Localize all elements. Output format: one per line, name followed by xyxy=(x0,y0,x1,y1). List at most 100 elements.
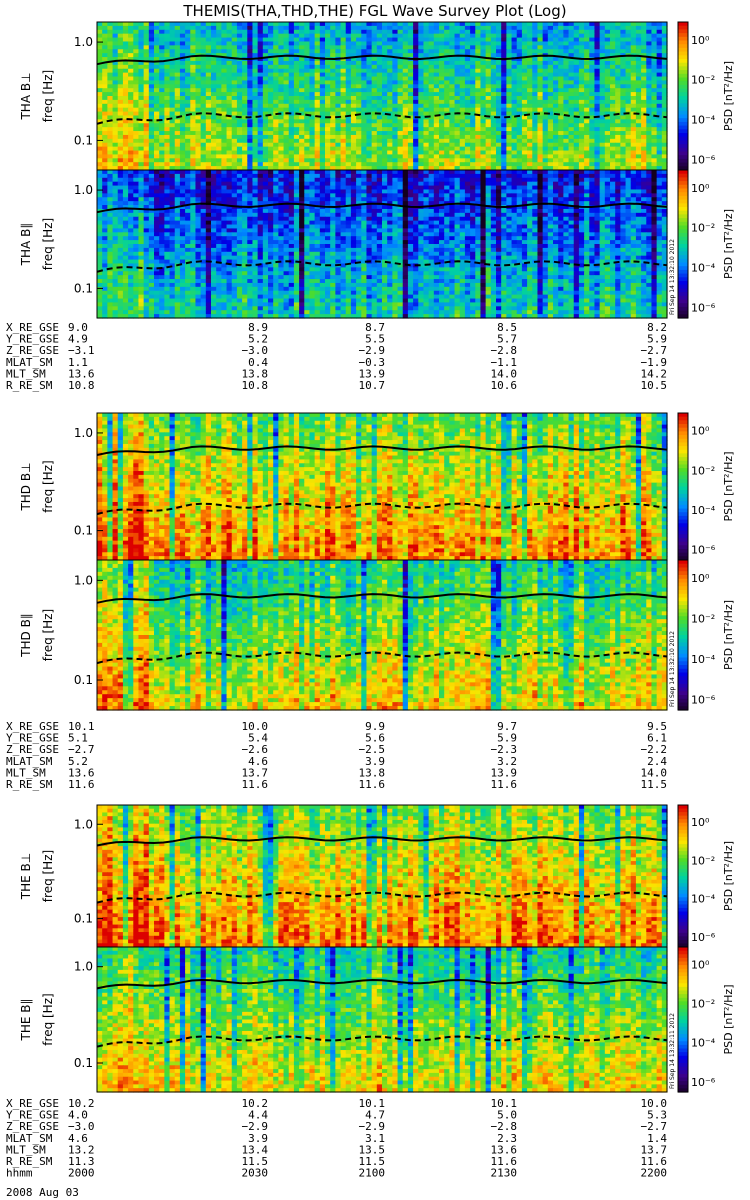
spectrogram-cell xyxy=(543,30,549,34)
spectrogram-cell xyxy=(413,178,419,182)
spectrogram-cell xyxy=(195,158,201,162)
spectrogram-cell xyxy=(195,182,201,186)
spectrogram-cell xyxy=(315,65,321,69)
spectrogram-cell xyxy=(423,22,429,26)
spectrogram-cell xyxy=(480,22,486,26)
spectrogram-cell xyxy=(620,88,626,92)
spectrogram-cell xyxy=(449,135,455,139)
spectrogram-cell xyxy=(138,112,144,116)
spectrogram-cell xyxy=(216,158,222,162)
spectrogram-cell xyxy=(398,80,404,84)
spectrogram-cell xyxy=(480,80,486,84)
spectrogram-cell xyxy=(304,182,310,186)
spectrogram-cell xyxy=(620,170,626,174)
spectrogram-cell xyxy=(626,88,632,92)
spectrogram-cell xyxy=(299,22,305,26)
spectrogram-cell xyxy=(387,193,393,197)
spectrogram-cell xyxy=(180,189,186,193)
spectrogram-cell xyxy=(294,189,300,193)
spectrogram-cell xyxy=(320,112,326,116)
spectrogram-cell xyxy=(144,100,150,104)
spectrogram-cell xyxy=(631,57,637,61)
spectrogram-cell xyxy=(548,154,554,158)
spectrogram-cell xyxy=(465,41,471,45)
spectrogram-cell xyxy=(144,104,150,108)
spectrogram-cell xyxy=(517,41,523,45)
spectrogram-cell xyxy=(346,61,352,65)
spectrogram-cell xyxy=(563,34,569,38)
spectrogram-cell xyxy=(289,30,295,34)
spectrogram-cell xyxy=(532,154,538,158)
spectrogram-cell xyxy=(408,108,414,112)
spectrogram-cell xyxy=(273,182,279,186)
spectrogram-cell xyxy=(512,34,518,38)
spectrogram-cell xyxy=(180,26,186,30)
spectrogram-cell xyxy=(429,162,435,166)
spectrogram-cell xyxy=(346,38,352,42)
spectrogram-cell xyxy=(455,139,461,143)
spectrogram-cell xyxy=(315,178,321,182)
spectrogram-cell xyxy=(113,104,119,108)
spectrogram-cell xyxy=(403,88,409,92)
spectrogram-cell xyxy=(232,38,238,42)
spectrogram-cell xyxy=(252,162,258,166)
spectrogram-cell xyxy=(361,151,367,155)
spectrogram-cell xyxy=(537,65,543,69)
spectrogram-cell xyxy=(434,178,440,182)
spectrogram-cell xyxy=(180,143,186,147)
spectrogram-cell xyxy=(309,108,315,112)
spectrogram-cell xyxy=(620,108,626,112)
spectrogram-cell xyxy=(553,162,559,166)
spectrogram-cell xyxy=(190,182,196,186)
spectrogram-cell xyxy=(610,174,616,178)
spectrogram-cell xyxy=(626,115,632,119)
spectrogram-cell xyxy=(423,69,429,73)
spectrogram-cell xyxy=(641,57,647,61)
spectrogram-cell xyxy=(154,174,160,178)
spectrogram-cell xyxy=(128,30,134,34)
spectrogram-cell xyxy=(201,38,207,42)
spectrogram-cell xyxy=(273,174,279,178)
spectrogram-cell xyxy=(366,73,372,77)
spectrogram-cell xyxy=(460,119,466,123)
spectrogram-cell xyxy=(387,162,393,166)
spectrogram-cell xyxy=(423,158,429,162)
spectrogram-cell xyxy=(278,69,284,73)
spectrogram-cell xyxy=(496,127,502,131)
spectrogram-cell xyxy=(512,100,518,104)
spectrogram-cell xyxy=(486,65,492,69)
spectrogram-cell xyxy=(185,154,191,158)
spectrogram-cell xyxy=(439,178,445,182)
spectrogram-cell xyxy=(553,84,559,88)
spectrogram-cell xyxy=(626,178,632,182)
spectrogram-cell xyxy=(159,189,165,193)
spectrogram-cell xyxy=(610,69,616,73)
spectrogram-cell xyxy=(190,92,196,96)
spectrogram-cell xyxy=(569,174,575,178)
spectrogram-cell xyxy=(480,170,486,174)
spectrogram-cell xyxy=(320,174,326,178)
spectrogram-cell xyxy=(263,123,269,127)
spectrogram-cell xyxy=(615,65,621,69)
spectrogram-cell xyxy=(517,45,523,49)
spectrogram-cell xyxy=(164,30,170,34)
spectrogram-cell xyxy=(304,178,310,182)
spectrogram-cell xyxy=(113,88,119,92)
spectrogram-cell xyxy=(237,96,243,100)
spectrogram-cell xyxy=(107,104,113,108)
spectrogram-cell xyxy=(128,96,134,100)
spectrogram-cell xyxy=(278,174,284,178)
spectrogram-cell xyxy=(429,92,435,96)
spectrogram-cell xyxy=(118,30,124,34)
spectrogram-cell xyxy=(284,131,290,135)
spectrogram-cell xyxy=(180,151,186,155)
spectrogram-cell xyxy=(543,123,549,127)
spectrogram-cell xyxy=(594,34,600,38)
spectrogram-cell xyxy=(330,119,336,123)
spectrogram-cell xyxy=(304,151,310,155)
spectrogram-cell xyxy=(465,26,471,30)
spectrogram-cell xyxy=(610,65,616,69)
spectrogram-cell xyxy=(543,135,549,139)
spectrogram-cell xyxy=(232,96,238,100)
spectrogram-cell xyxy=(335,189,341,193)
